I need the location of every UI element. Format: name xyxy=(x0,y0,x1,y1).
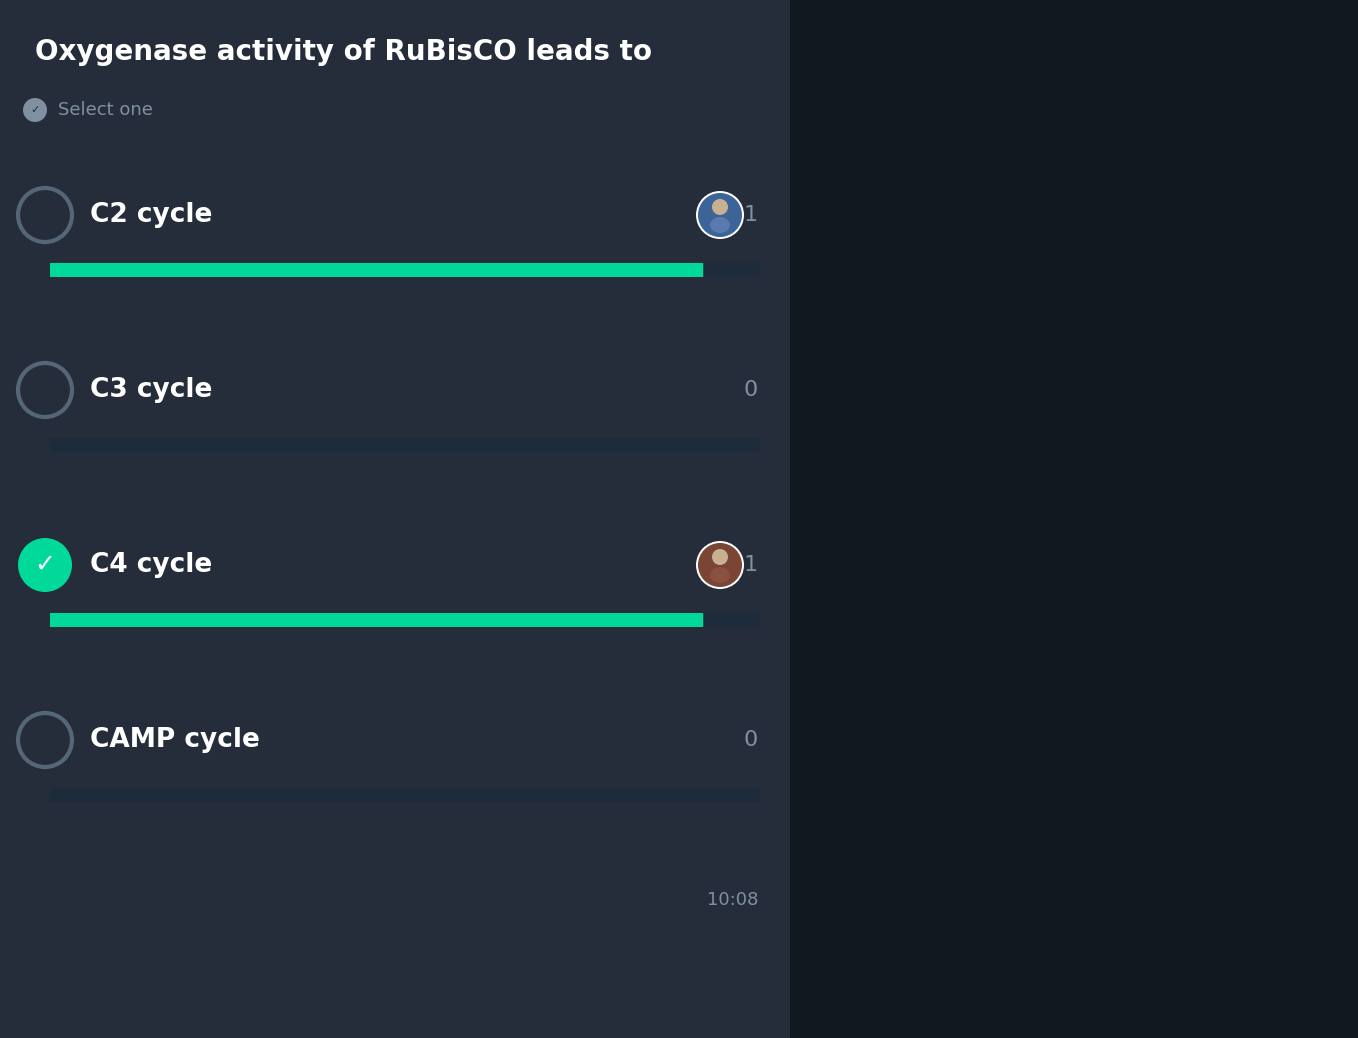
Text: C2 cycle: C2 cycle xyxy=(90,202,212,228)
Ellipse shape xyxy=(18,538,72,592)
Text: 1: 1 xyxy=(744,555,758,575)
Ellipse shape xyxy=(698,543,741,588)
FancyBboxPatch shape xyxy=(790,0,1358,1038)
FancyBboxPatch shape xyxy=(50,788,760,802)
Ellipse shape xyxy=(712,549,728,565)
Ellipse shape xyxy=(23,98,48,122)
Text: ✓: ✓ xyxy=(30,105,39,115)
FancyBboxPatch shape xyxy=(50,613,760,627)
Text: C3 cycle: C3 cycle xyxy=(90,377,212,403)
Text: Select one: Select one xyxy=(58,101,153,119)
Ellipse shape xyxy=(698,193,741,237)
FancyBboxPatch shape xyxy=(50,263,760,277)
Text: 0: 0 xyxy=(744,730,758,750)
Text: C4 cycle: C4 cycle xyxy=(90,552,212,578)
FancyBboxPatch shape xyxy=(0,0,790,1038)
FancyBboxPatch shape xyxy=(50,263,703,277)
Text: 1: 1 xyxy=(744,204,758,225)
Ellipse shape xyxy=(710,567,731,583)
Ellipse shape xyxy=(712,199,728,215)
Text: CAMP cycle: CAMP cycle xyxy=(90,727,259,753)
Ellipse shape xyxy=(697,191,744,239)
Text: Oxygenase activity of RuBisCO leads to: Oxygenase activity of RuBisCO leads to xyxy=(35,38,652,66)
FancyBboxPatch shape xyxy=(50,613,703,627)
Text: ✓: ✓ xyxy=(34,553,56,577)
Ellipse shape xyxy=(697,541,744,589)
Text: 10:08: 10:08 xyxy=(706,891,758,909)
FancyBboxPatch shape xyxy=(50,438,760,452)
Text: 0: 0 xyxy=(744,380,758,400)
Ellipse shape xyxy=(710,217,731,233)
